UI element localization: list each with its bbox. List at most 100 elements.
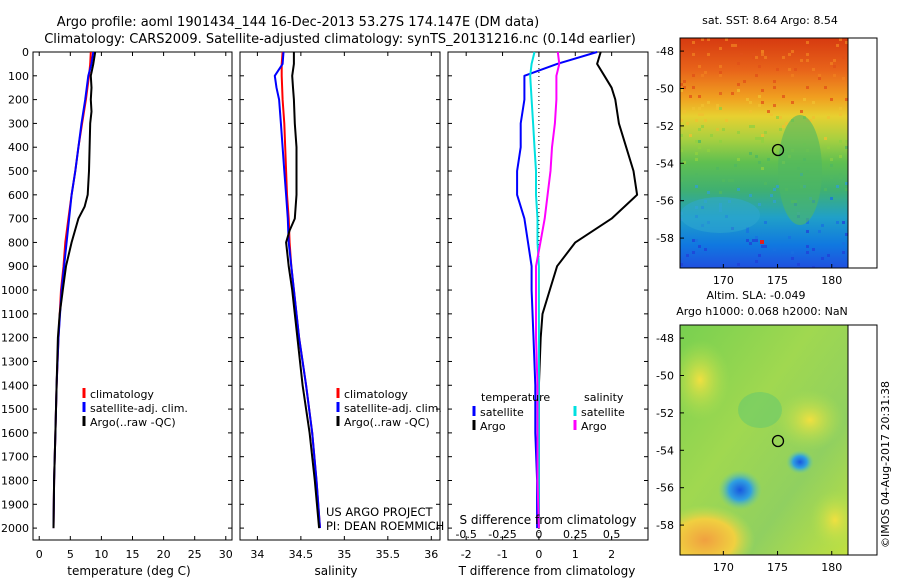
sst-pixel	[809, 119, 812, 122]
x-tick-label: 25	[188, 548, 202, 561]
sst-pixel	[830, 176, 833, 179]
legend-title-temperature: temperature	[481, 391, 550, 404]
sst-pixel	[737, 158, 740, 161]
x-tick-label: 36	[424, 548, 438, 561]
sst-pixel	[680, 134, 683, 137]
sst-pixel	[806, 59, 809, 62]
sst-pixel	[692, 251, 695, 254]
sst-pixel	[830, 158, 833, 161]
sst-pixel	[737, 89, 740, 92]
sst-pixel	[821, 224, 824, 227]
map-y-tick-label: -50	[656, 369, 674, 382]
y-tick-label: 0	[22, 46, 29, 59]
sst-pixel	[698, 107, 701, 110]
sst-pixel	[782, 125, 785, 128]
sst-pixel	[698, 95, 701, 98]
sst-pixel	[734, 44, 737, 47]
pi-credit: PI: DEAN ROEMMICH	[326, 519, 444, 533]
sst-pixel	[758, 161, 761, 164]
map-x-tick-label: 180	[821, 274, 842, 287]
sst-pixel	[800, 110, 803, 113]
legend-label: Argo	[581, 420, 607, 433]
sst-pixel	[722, 128, 725, 131]
figure-title-line2: Climatology: CARS2009. Satellite-adjuste…	[44, 32, 636, 47]
sst-pixel	[749, 125, 752, 128]
series-line-argo-raw-qc-	[52, 51, 97, 529]
sst-pixel	[707, 149, 710, 152]
sst-pixel	[755, 236, 758, 239]
sst-pixel	[800, 59, 803, 62]
sst-pixel	[812, 68, 815, 71]
sst-pixel	[728, 179, 731, 182]
sla-map-title-line2: Argo h1000: 0.068 h2000: NaN	[676, 305, 848, 318]
x-tick-label: 34	[250, 548, 264, 561]
y-tick-label: 300	[8, 117, 29, 130]
sst-pixel	[842, 56, 845, 59]
sst-pixel	[761, 50, 764, 53]
sst-pixel	[749, 101, 752, 104]
sst-pixel	[692, 86, 695, 89]
sst-pixel	[827, 254, 830, 257]
sst-pixel	[680, 89, 683, 92]
y-tick-label: 2000	[1, 522, 29, 535]
sst-pixel	[842, 221, 845, 224]
sst-pixel	[692, 53, 695, 56]
sst-pixel	[707, 191, 710, 194]
x-tick-label: 35	[337, 548, 351, 561]
sst-pixel	[749, 194, 752, 197]
x-top-tick-label: 0	[535, 528, 542, 541]
sst-pixel	[824, 188, 827, 191]
sst-pixel	[758, 203, 761, 206]
y-tick-label: 400	[8, 141, 29, 154]
sst-pixel	[752, 56, 755, 59]
salinity-panel: 34 34.5 35 35.5 36 climatologysatellite-adj. …	[239, 51, 442, 561]
x-tick-label: 34.5	[289, 548, 314, 561]
sst-pixel	[698, 128, 701, 131]
sst-pixel	[785, 122, 788, 125]
sla-map-title-line1: Altim. SLA: -0.049	[706, 289, 805, 302]
x-tick-label: 0	[36, 548, 43, 561]
sst-pixel	[686, 254, 689, 257]
sst-pixel	[692, 74, 695, 77]
sst-pixel	[731, 44, 734, 47]
sst-pixel	[770, 113, 773, 116]
sst-pixel	[806, 221, 809, 224]
difference-top-x-label: S difference from climatology	[460, 513, 637, 527]
x-tick-label: 0	[535, 548, 542, 561]
sst-pixel	[716, 128, 719, 131]
x-tick-label: 1	[572, 548, 579, 561]
sst-pixel	[788, 53, 791, 56]
legend-label: satellite	[581, 406, 625, 419]
x-tick-label: 15	[126, 548, 140, 561]
series-line-satellite	[529, 51, 540, 529]
sst-pixel	[782, 95, 785, 98]
map-y-tick-label: -50	[656, 82, 674, 95]
sst-pixel	[761, 137, 764, 140]
sst-pixel	[698, 113, 701, 116]
sst-pixel	[701, 113, 704, 116]
sst-pixel	[764, 56, 767, 59]
sst-pixel	[704, 248, 707, 251]
legend-label: Argo(..raw -QC)	[90, 416, 176, 429]
sst-pixel	[755, 137, 758, 140]
sst-pixel	[842, 242, 845, 245]
sst-pixel	[782, 56, 785, 59]
sst-pixel	[839, 155, 842, 158]
sst-pixel	[740, 53, 743, 56]
y-tick-label: 500	[8, 165, 29, 178]
sst-pixel	[689, 95, 692, 98]
sst-pixel	[755, 155, 758, 158]
sst-pixel	[755, 239, 758, 242]
sst-pixel	[839, 140, 842, 143]
sst-pixel	[806, 251, 809, 254]
y-tick-label: 1500	[1, 403, 29, 416]
sst-pixel	[761, 245, 764, 248]
sst-pixel	[845, 98, 848, 101]
sst-pixel	[737, 188, 740, 191]
x-tick-label: 5	[67, 548, 74, 561]
sst-pixel	[845, 146, 848, 149]
sst-pixel	[776, 116, 779, 119]
sst-pixel	[701, 38, 704, 41]
sst-pixel	[833, 74, 836, 77]
